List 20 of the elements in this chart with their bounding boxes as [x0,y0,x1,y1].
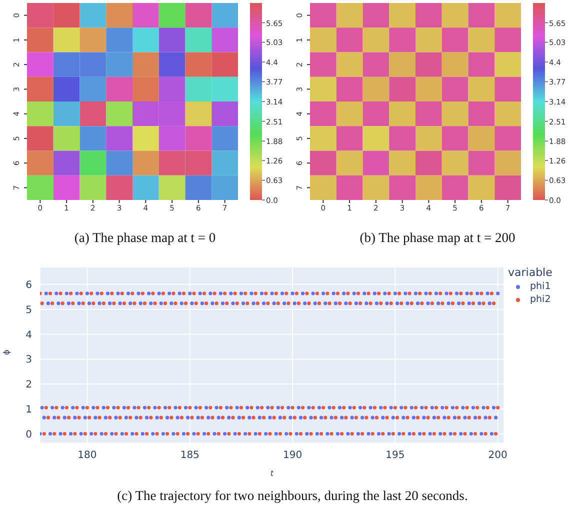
text: (a) The phase map at t = 0 [73,230,217,246]
x-tick-label: 185 [180,450,200,462]
x-tick-label: 200 [488,450,508,462]
y-tick-label: 2 [26,380,32,391]
legend-title: variable [508,266,552,279]
y-tick-label: 5 [26,304,32,316]
y-tick-label: 4 [26,330,32,341]
y-tick-label: 0 [26,429,32,440]
y-tick-label: 3 [26,354,32,366]
y-tick-label: 6 [26,280,32,291]
legend-label: phi2 [530,294,551,305]
y-tick-label: 1 [26,404,32,416]
x-axis-title: t [270,469,274,478]
text: (b) The phase map at t = 200 [358,230,516,246]
x-tick-label: 195 [386,450,405,462]
text: (c) The trajectory for two neighbours, during the last 20 seconds. [116,488,469,504]
legend-label: phi1 [530,281,551,292]
y-axis-title: ϕ [2,350,11,355]
x-tick-label: 180 [78,450,97,462]
x-tick-label: 190 [282,450,302,462]
